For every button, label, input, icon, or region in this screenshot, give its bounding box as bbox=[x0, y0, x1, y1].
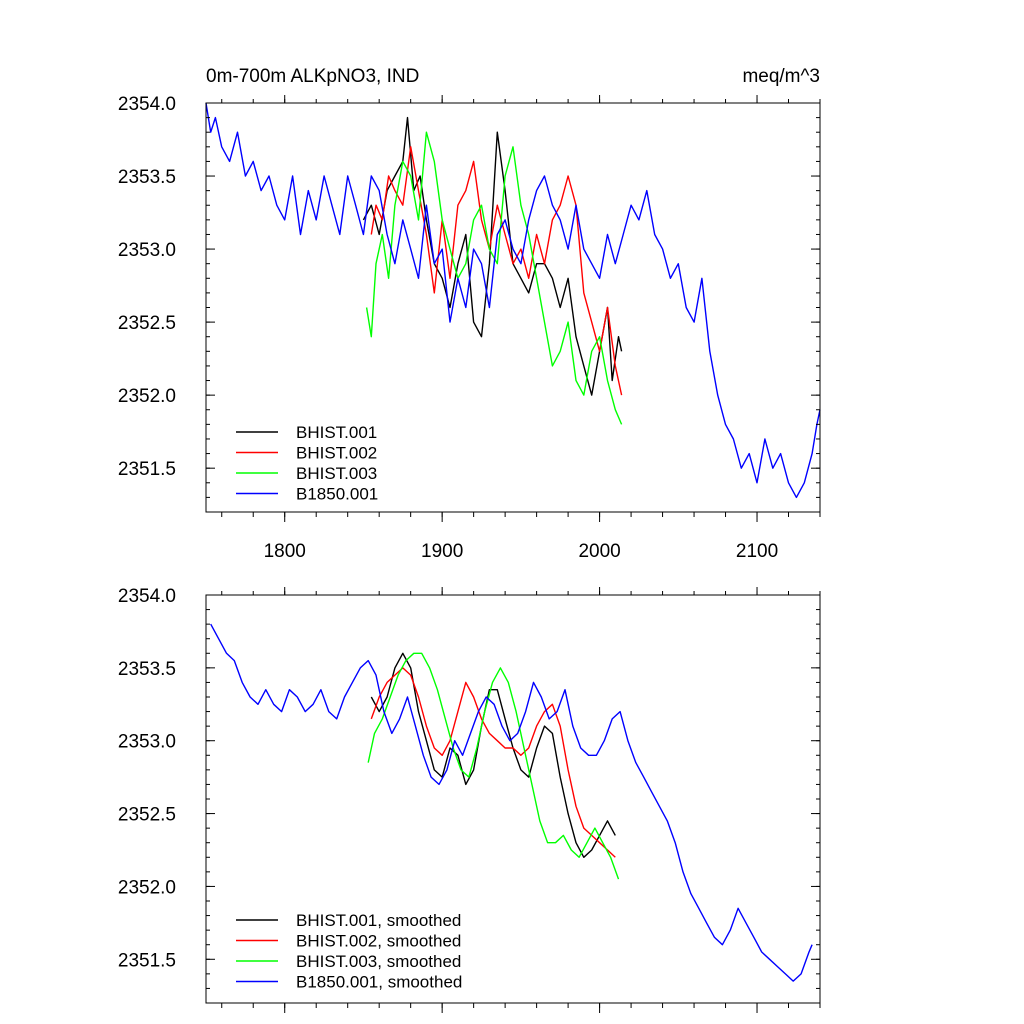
x-tick-label: 2100 bbox=[736, 541, 778, 562]
y-tick-label: 2352.0 bbox=[118, 877, 176, 898]
bottom-panel: 2354.0 2353.5 2353.0 2352.5 2352.0 2351.5 BHI… bbox=[118, 586, 821, 1013]
y-tick-label: 2353.0 bbox=[118, 732, 176, 753]
y-tick-label: 2353.5 bbox=[118, 167, 176, 188]
series-line-bhist-001 bbox=[362, 116, 623, 396]
series-line-bhist-003 bbox=[365, 131, 623, 425]
series-line-bhist-003-smoothed bbox=[367, 652, 620, 880]
series-line-bhist-001-smoothed bbox=[370, 652, 616, 858]
series-line-b1850-001 bbox=[205, 102, 821, 499]
series-line-b1850-001-smoothed bbox=[210, 623, 813, 982]
y-tick-label: 2353.0 bbox=[118, 240, 176, 261]
x-tick-label: 1800 bbox=[264, 541, 306, 562]
x-tick-label: 1900 bbox=[421, 541, 463, 562]
legend-label: B1850.001 bbox=[296, 485, 378, 504]
top-title-left: 0m-700m ALKpNO3, IND bbox=[206, 66, 419, 87]
top-panel: 0m-700m ALKpNO3, IND meq/m^3 2354.0 2353.… bbox=[118, 66, 821, 562]
y-tick-label: 2351.5 bbox=[118, 459, 176, 480]
y-tick-label: 2352.5 bbox=[118, 313, 176, 334]
y-tick-label: 2354.0 bbox=[118, 586, 176, 607]
y-tick-label: 2352.5 bbox=[118, 805, 176, 826]
legend-label: BHIST.002, smoothed bbox=[296, 932, 461, 951]
legend-label: BHIST.003 bbox=[296, 464, 377, 483]
y-tick-label: 2351.5 bbox=[118, 950, 176, 971]
series-line-bhist-002 bbox=[370, 146, 623, 396]
legend-label: B1850.001, smoothed bbox=[296, 973, 462, 992]
x-tick-label: 2000 bbox=[578, 541, 620, 562]
y-tick-label: 2353.5 bbox=[118, 659, 176, 680]
y-tick-label: 2352.0 bbox=[118, 386, 176, 407]
top-title-right: meq/m^3 bbox=[742, 66, 820, 87]
y-tick-label: 2354.0 bbox=[118, 94, 176, 115]
legend-label: BHIST.003, smoothed bbox=[296, 952, 461, 971]
legend-label: BHIST.001 bbox=[296, 423, 377, 442]
series-line-bhist-002-smoothed bbox=[370, 667, 616, 858]
legend-label: BHIST.002 bbox=[296, 444, 377, 463]
legend-label: BHIST.001, smoothed bbox=[296, 911, 461, 930]
